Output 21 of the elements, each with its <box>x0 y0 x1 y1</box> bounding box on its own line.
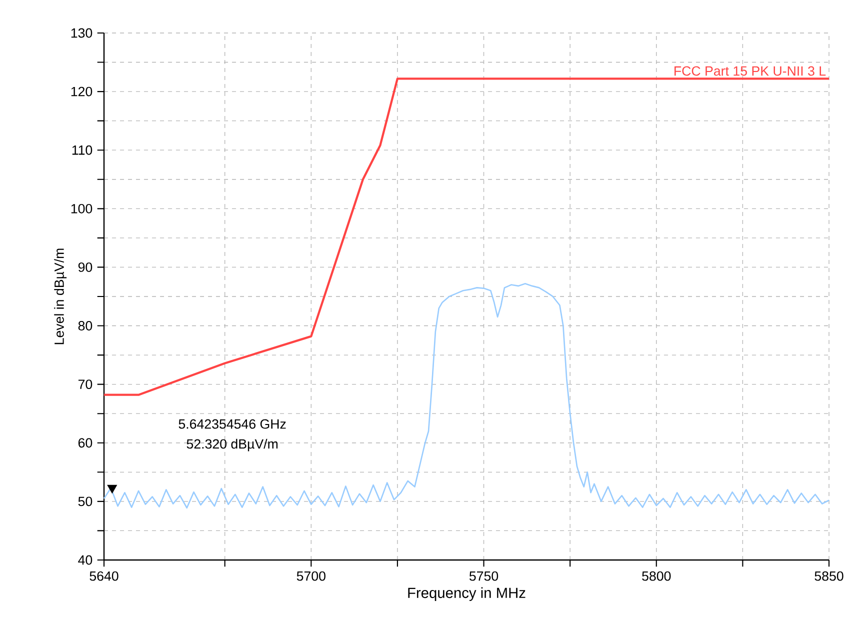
y-tick-label: 70 <box>78 380 92 390</box>
x-tick-label: 5640 <box>90 571 118 581</box>
line-series <box>102 78 830 396</box>
y-tick-label: 110 <box>72 145 92 155</box>
x-tick-label: 5700 <box>296 571 326 581</box>
annotation: 52.320 dBµV/m <box>186 438 278 452</box>
y-tick-label: 80 <box>78 321 92 330</box>
x-tick-label: 5750 <box>469 571 498 581</box>
y-tick-label: 60 <box>78 438 92 448</box>
y-tick-label: 100 <box>71 204 92 214</box>
x-axis-title: Frequency in MHz <box>408 587 526 601</box>
y-tick-label: 90 <box>78 262 92 272</box>
x-tick-label: 5850 <box>814 571 844 581</box>
y-tick-label: 50 <box>78 496 92 506</box>
annotation: 5.642354546 GHz <box>178 419 286 429</box>
series-label: FCC Part 15 PK U-NII 3 L <box>674 66 826 76</box>
y-axis-title: Level in dBµV/m <box>54 248 67 344</box>
y-tick-label: 40 <box>78 555 92 565</box>
y-tick-label: 130 <box>71 28 92 38</box>
x-tick-label: 5800 <box>642 571 671 581</box>
y-tick-label: 120 <box>71 86 92 96</box>
